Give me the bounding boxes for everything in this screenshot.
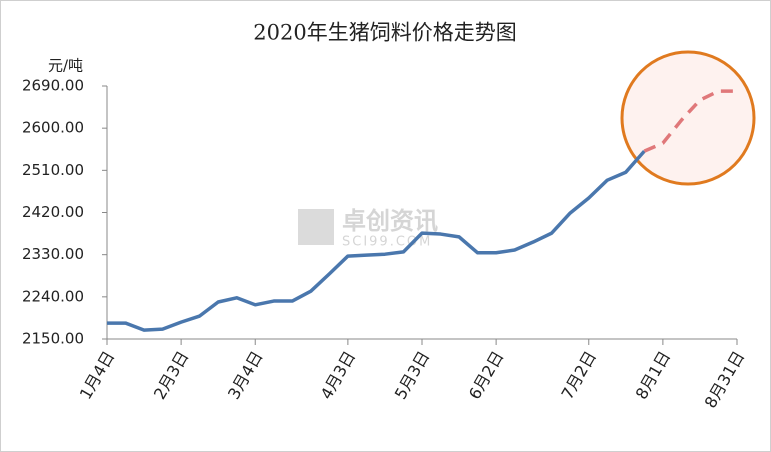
watermark: 卓创资讯 SCI99.COM [298,207,438,250]
y-axis-label: 元/吨 [48,57,83,75]
y-tick-label: 2690.00 [22,77,84,95]
y-tick-label: 2240.00 [22,287,84,305]
highlight-circle [620,50,756,186]
y-tick-label: 2150.00 [22,330,84,348]
data-line [643,89,737,153]
y-tick-label: 2510.00 [22,161,84,179]
data-line [107,149,646,332]
y-tick-label: 2420.00 [22,203,84,221]
chart-title: 2020年生猪饲料价格走势图 [253,21,516,45]
watermark-logo [298,209,334,245]
y-tick-label: 2330.00 [22,245,84,263]
watermark-text: 卓创资讯 [342,207,438,235]
y-tick-label: 2600.00 [22,119,84,137]
